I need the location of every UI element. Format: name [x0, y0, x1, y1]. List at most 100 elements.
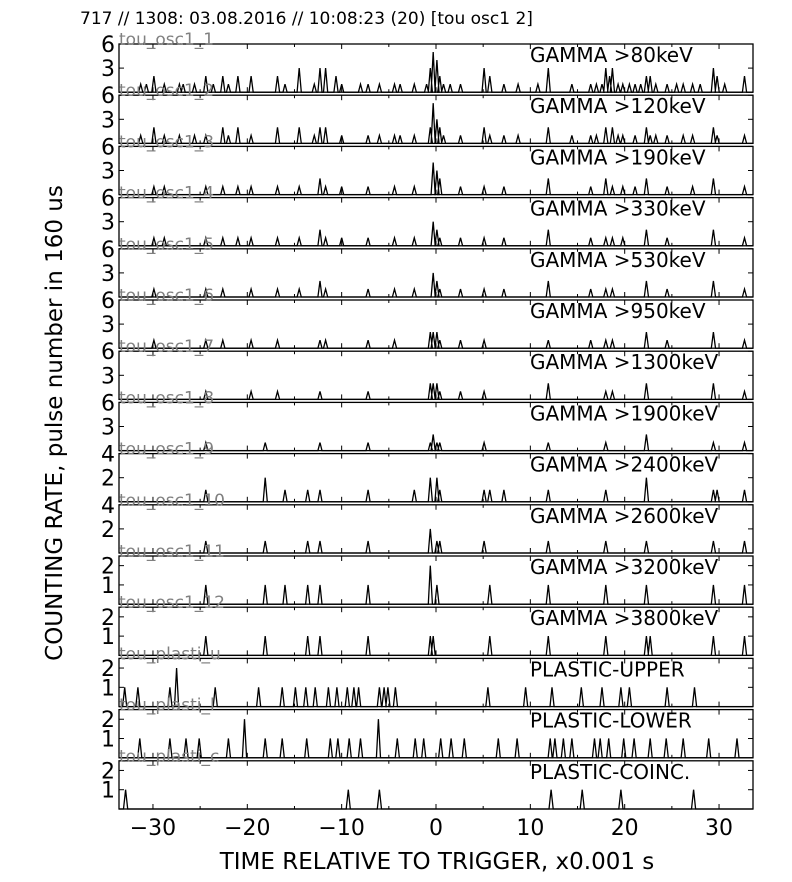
y-tick-label: 4 — [101, 443, 115, 468]
series-line-tou_osc1_11 — [119, 565, 753, 605]
series-line-tou_osc1_3 — [119, 162, 753, 196]
panel-tou_plasti_u: 12 PLASTIC-UPPER tou_plasti_u — [101, 644, 754, 708]
panel-label: GAMMA >190keV — [530, 145, 706, 169]
y-tick-label: 3 — [101, 211, 115, 236]
panel-label: GAMMA >950keV — [530, 299, 706, 323]
channel-id-label: tou_osc1_12 — [119, 593, 225, 613]
panel-tou_osc1_3: 36 GAMMA >190keV tou_osc1_3 — [101, 132, 754, 196]
y-tick-label: 1 — [101, 574, 115, 599]
y-tick-label: 1 — [101, 625, 115, 650]
y-tick-label: 3 — [101, 364, 115, 389]
panel-tou_osc1_9: 24 GAMMA >2400keV tou_osc1_9 — [101, 440, 754, 503]
channel-id-label: tou_plasti_u — [119, 644, 221, 664]
panel-label: GAMMA >2600keV — [530, 504, 719, 528]
series-line-tou_osc1_7 — [119, 383, 753, 401]
panel-tou_osc1_12: 12 GAMMA >3800keV tou_osc1_12 — [101, 593, 754, 657]
channel-id-label: tou_osc1_11 — [119, 542, 225, 562]
y-tick-label: 3 — [101, 108, 115, 133]
channel-id-label: tou_osc1_6 — [119, 286, 214, 306]
series-line-tou_osc1_2 — [119, 103, 753, 145]
panel-tou_osc1_11: 12 GAMMA >3200keV tou_osc1_11 — [101, 542, 754, 605]
channel-id-label: tou_osc1_2 — [119, 81, 214, 101]
channel-id-label: tou_osc1_3 — [119, 132, 214, 152]
series-line-tou_osc1_1 — [119, 51, 753, 93]
y-tick-label: 3 — [101, 57, 115, 82]
y-tick-label: 2 — [101, 518, 115, 543]
panel-tou_osc1_6: 36 GAMMA >950keV tou_osc1_6 — [101, 286, 754, 349]
channel-id-label: tou_osc1_9 — [119, 440, 214, 460]
channel-id-label: tou_osc1_5 — [119, 235, 214, 255]
y-tick-label: 3 — [101, 262, 115, 287]
y-tick-label: 1 — [101, 676, 115, 701]
channel-id-label: tou_plasti_c — [119, 747, 219, 767]
series-line-tou_plasti_u — [119, 667, 753, 708]
panel-tou_osc1_4: 36 GAMMA >330keV tou_osc1_4 — [101, 184, 754, 247]
x-tick-label: −10 — [318, 816, 364, 841]
y-tick-label: 2 — [101, 555, 115, 580]
channel-id-label: tou_osc1_8 — [119, 388, 214, 408]
y-tick-label: 6 — [101, 391, 115, 416]
y-tick-label: 1 — [101, 779, 115, 804]
x-tick-label: −30 — [130, 816, 176, 841]
panel-label: GAMMA >1900keV — [530, 401, 719, 425]
channel-id-label: tou_plasti_l — [119, 696, 215, 716]
series-line-tou_osc1_10 — [119, 528, 753, 554]
x-tick-label: −20 — [224, 816, 270, 841]
series-line-tou_osc1_8 — [119, 434, 753, 452]
y-tick-label: 6 — [101, 33, 115, 58]
panel-label: PLASTIC-LOWER — [530, 709, 692, 733]
panel-tou_plasti_c: 12 PLASTIC-COINC. tou_plasti_c — [101, 747, 754, 810]
channel-id-label: tou_osc1_10 — [119, 491, 225, 511]
series-line-tou_osc1_4 — [119, 221, 753, 247]
y-tick-label: 3 — [101, 160, 115, 185]
series-line-tou_osc1_9 — [119, 477, 753, 503]
y-tick-label: 3 — [101, 416, 115, 441]
series-line-tou_plasti_l — [119, 719, 753, 759]
y-tick-label: 6 — [101, 340, 115, 365]
panel-label: GAMMA >330keV — [530, 197, 706, 221]
panel-tou_osc1_2: 36 GAMMA >120keV tou_osc1_2 — [101, 81, 754, 145]
y-tick-label: 3 — [101, 313, 115, 338]
x-axis-label: TIME RELATIVE TO TRIGGER, x0.001 s — [219, 849, 655, 875]
panel-label: PLASTIC-UPPER — [530, 657, 685, 681]
y-tick-label: 4 — [101, 494, 115, 519]
y-tick-label: 1 — [101, 728, 115, 753]
panel-tou_osc1_8: 36 GAMMA >1900keV tou_osc1_8 — [101, 388, 754, 452]
y-tick-label: 2 — [101, 467, 115, 492]
panel-label: GAMMA >2400keV — [530, 453, 719, 477]
y-tick-label: 2 — [101, 708, 115, 733]
y-tick-label: 2 — [101, 657, 115, 682]
series-line-tou_osc1_6 — [119, 332, 753, 349]
panel-tou_plasti_l: 12 PLASTIC-LOWER tou_plasti_l — [101, 696, 754, 759]
panel-tou_osc1_7: 36 GAMMA >1300keV tou_osc1_7 — [101, 337, 754, 401]
y-tick-label: 6 — [101, 187, 115, 212]
series-line-tou_plasti_c — [119, 789, 753, 810]
chart-header: 717 // 1308: 03.08.2016 // 10:08:23 (20)… — [80, 9, 533, 29]
y-tick-label: 6 — [101, 84, 115, 109]
panel-tou_osc1_5: 36 GAMMA >530keV tou_osc1_5 — [101, 235, 754, 298]
x-tick-label: 0 — [429, 816, 443, 841]
panel-label: GAMMA >3200keV — [530, 555, 719, 579]
panel-tou_osc1_10: 24 GAMMA >2600keV tou_osc1_10 — [101, 491, 754, 554]
y-tick-label: 6 — [101, 289, 115, 314]
panel-tou_osc1_1: 36 GAMMA >80keV tou_osc1_1 — [101, 30, 754, 93]
x-tick-label: 30 — [705, 816, 733, 841]
series-line-tou_osc1_12 — [119, 636, 753, 657]
x-tick-label: 20 — [611, 816, 639, 841]
channel-id-label: tou_osc1_1 — [119, 30, 214, 50]
y-tick-label: 2 — [101, 759, 115, 784]
panel-label: GAMMA >3800keV — [530, 606, 719, 630]
channel-id-label: tou_osc1_7 — [119, 337, 214, 357]
panel-label: GAMMA >80keV — [530, 43, 693, 67]
y-tick-label: 6 — [101, 135, 115, 160]
x-tick-label: 10 — [516, 816, 544, 841]
panel-label: GAMMA >120keV — [530, 94, 706, 118]
panel-label: GAMMA >530keV — [530, 248, 706, 272]
series-line-tou_osc1_5 — [119, 272, 753, 298]
y-tick-label: 6 — [101, 238, 115, 263]
y-tick-label: 2 — [101, 606, 115, 631]
channel-id-label: tou_osc1_4 — [119, 184, 214, 204]
panel-label: GAMMA >1300keV — [530, 350, 719, 374]
panel-label: PLASTIC-COINC. — [530, 760, 690, 784]
